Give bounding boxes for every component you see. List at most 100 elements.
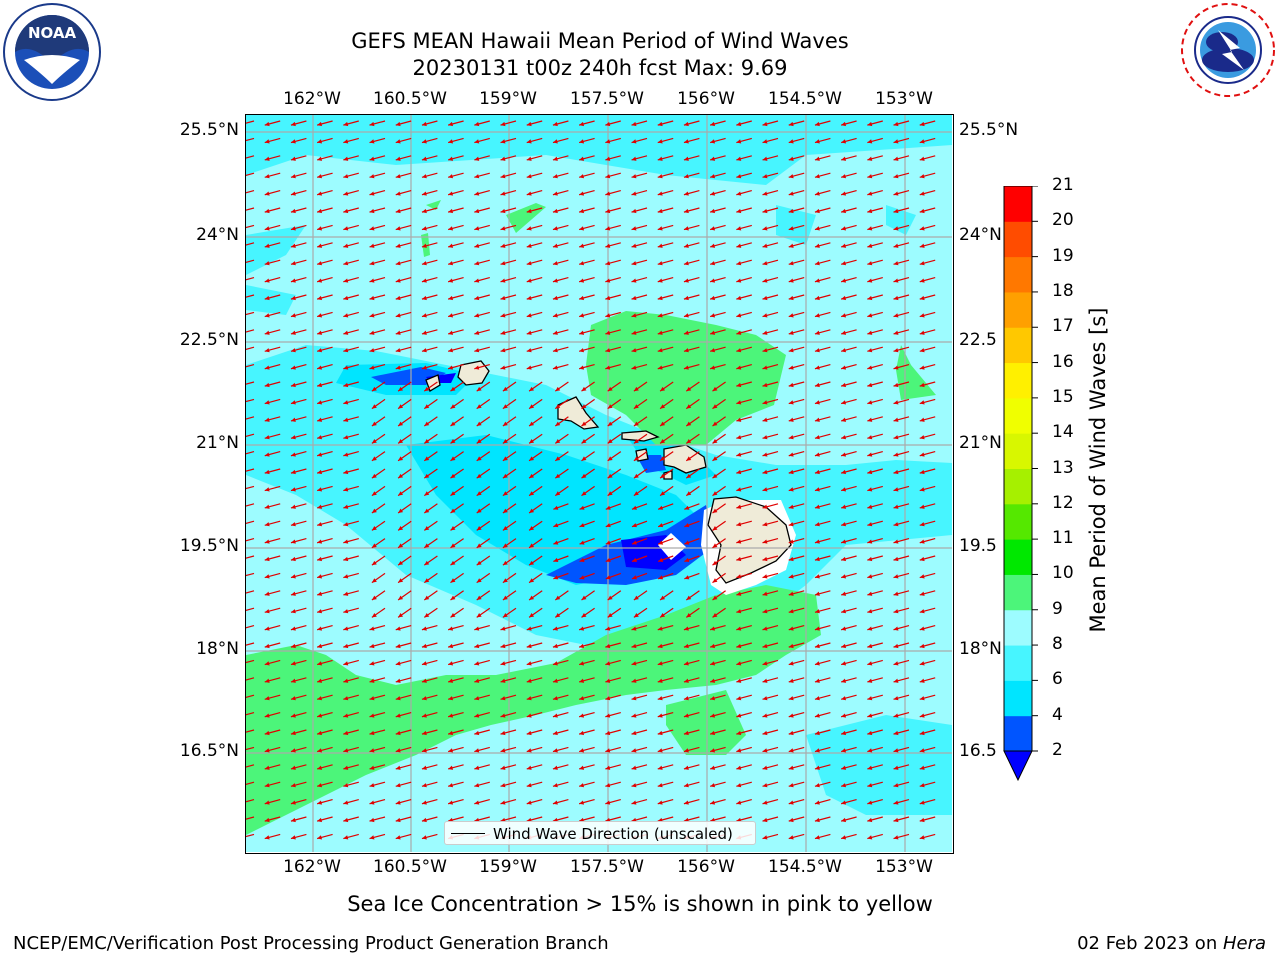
wind-arrow-head xyxy=(343,330,349,335)
wind-arrow-head xyxy=(450,439,456,444)
wind-arrow-head xyxy=(552,626,558,631)
wind-arrow-head xyxy=(893,783,899,788)
wind-arrow-head xyxy=(788,556,794,562)
wind-arrow xyxy=(246,190,255,194)
wind-arrow-head xyxy=(474,643,480,649)
wind-arrow-head xyxy=(762,243,768,248)
wind-arrow-head xyxy=(398,421,404,426)
wind-arrow-head xyxy=(684,575,690,580)
wind-arrow-head xyxy=(686,613,692,618)
wind-arrow-head xyxy=(474,208,480,214)
wind-arrow xyxy=(246,659,255,664)
wind-arrow-head xyxy=(814,487,820,492)
wind-arrow-head xyxy=(526,783,532,788)
wind-arrow-head xyxy=(893,139,899,144)
wind-arrow xyxy=(246,242,255,246)
wind-arrow-head xyxy=(710,174,716,179)
wind-arrow-head xyxy=(369,226,375,231)
wind-arrow-head xyxy=(736,313,742,318)
wind-arrow-head xyxy=(290,452,296,457)
wind-arrow-head xyxy=(762,139,768,144)
wind-arrow-head xyxy=(317,208,323,214)
wind-arrow-head xyxy=(579,540,585,545)
lon-tick-bottom: 159°W xyxy=(479,857,537,877)
wind-arrow-head xyxy=(605,696,611,701)
wind-direction-arrows xyxy=(246,120,936,840)
wind-arrow xyxy=(246,538,255,542)
wind-arrow-head xyxy=(607,491,613,496)
wind-arrow-head xyxy=(657,730,663,736)
wind-arrow-head xyxy=(631,540,637,545)
lat-tick-right: 16.5 xyxy=(959,741,997,761)
wind-arrow-head xyxy=(841,522,847,527)
wind-arrow-head xyxy=(526,156,532,161)
wind-arrow-head xyxy=(317,313,323,318)
wind-arrow-head xyxy=(552,365,558,370)
wind-arrow-head xyxy=(555,491,561,496)
wind-arrow-head xyxy=(814,226,820,231)
wind-arrow-head xyxy=(683,765,689,770)
wind-arrow-head xyxy=(264,696,270,701)
wind-arrow-head xyxy=(867,696,873,701)
wind-arrow-head xyxy=(369,121,375,127)
wind-arrow-head xyxy=(264,435,270,440)
wind-arrow-head xyxy=(371,386,377,392)
wind-arrow-head xyxy=(526,713,532,718)
wind-arrow-head xyxy=(476,491,482,496)
wind-arrow-head xyxy=(683,696,689,701)
wind-arrow-head xyxy=(867,261,873,266)
wind-arrow-head xyxy=(814,609,820,614)
wind-arrow-head xyxy=(579,174,585,179)
wind-arrow-head xyxy=(579,226,585,231)
wind-arrow-head xyxy=(395,121,401,127)
wind-arrow-head xyxy=(526,730,532,736)
wind-arrow-head xyxy=(919,435,925,440)
wind-arrow-head xyxy=(710,139,716,144)
wind-arrow-head xyxy=(683,139,689,144)
wind-arrow-head xyxy=(893,382,899,388)
wind-arrow-head xyxy=(788,539,794,544)
wind-arrow-head xyxy=(660,386,666,392)
wind-arrow-head xyxy=(919,696,925,701)
wind-arrow-head xyxy=(867,400,873,405)
lon-tick-top: 154.5°W xyxy=(768,89,842,109)
wind-arrow-head xyxy=(788,783,794,788)
wind-arrow-head xyxy=(919,678,925,683)
wind-arrow-head xyxy=(369,295,375,301)
wind-arrow-head xyxy=(814,191,820,196)
wind-arrow xyxy=(246,294,255,298)
wind-arrow-head xyxy=(686,439,692,444)
wind-arrow-head xyxy=(317,121,323,127)
wind-arrow-head xyxy=(631,295,637,301)
wind-arrow-head xyxy=(290,765,296,770)
wind-arrow-head xyxy=(424,526,430,531)
wind-arrow-head xyxy=(421,191,427,196)
wind-arrow-head xyxy=(710,295,716,301)
wind-arrow-head xyxy=(605,505,611,510)
wind-arrow-head xyxy=(893,313,899,318)
wind-arrow-head xyxy=(633,613,639,618)
lat-tick-right: 19.5 xyxy=(959,536,997,556)
colorbar-segment xyxy=(1004,609,1032,646)
wind-arrow-head xyxy=(579,730,585,736)
wind-arrow-head xyxy=(552,243,558,248)
wind-arrow-head xyxy=(552,208,558,214)
wind-arrow-head xyxy=(657,156,663,161)
wind-arrow-head xyxy=(476,386,482,392)
wind-arrow-head xyxy=(893,417,899,422)
wind-arrow-head xyxy=(552,191,558,196)
wind-arrow-head xyxy=(398,595,404,600)
wind-arrow-head xyxy=(529,578,535,583)
wind-arrow-head xyxy=(369,626,375,631)
wind-arrow-head xyxy=(736,400,742,405)
wind-arrow-head xyxy=(581,404,587,409)
wind-arrow-head xyxy=(867,574,873,579)
wind-arrow xyxy=(246,329,255,333)
wind-arrow-head xyxy=(867,417,873,422)
wind-arrow-head xyxy=(448,661,454,666)
wind-arrow-head xyxy=(736,139,742,144)
wind-arrow-head xyxy=(317,591,323,596)
wind-arrow xyxy=(246,277,255,281)
wind-arrow-head xyxy=(710,121,716,127)
wind-arrow-head xyxy=(658,540,664,545)
